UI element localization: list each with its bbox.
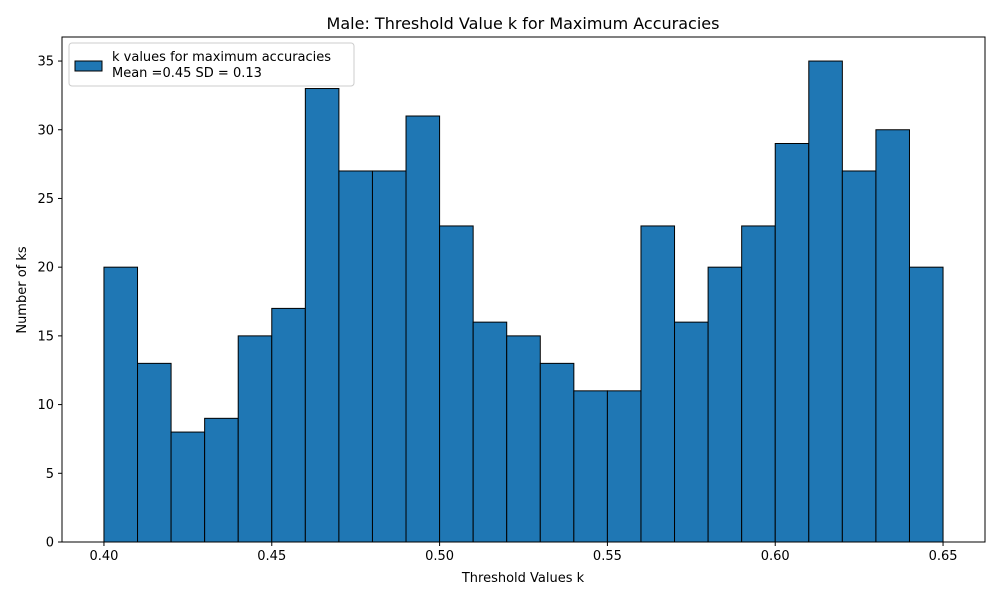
histogram-bar <box>606 390 642 543</box>
histogram-bar <box>573 390 608 543</box>
histogram-bar <box>506 335 541 543</box>
histogram-bar <box>371 170 407 543</box>
y-tick-label: 0 <box>46 536 54 551</box>
histogram-bar <box>774 142 810 543</box>
y-tick-label: 25 <box>37 192 54 207</box>
histogram-bar <box>103 266 139 543</box>
histogram-bar <box>841 170 877 543</box>
x-axis-label: Threshold Values k <box>461 571 585 586</box>
y-axis-ticks: 0 5 10 15 20 25 30 35 <box>37 55 62 551</box>
axes-frame <box>61 36 986 543</box>
histogram-bar <box>137 362 172 543</box>
histogram-bar <box>304 88 340 543</box>
histogram-bar <box>539 362 575 543</box>
y-tick-label: 30 <box>37 123 54 138</box>
legend-label-line2: Mean =0.45 SD = 0.13 <box>112 66 262 81</box>
histogram-bar <box>875 129 910 543</box>
bars-layer <box>103 60 944 543</box>
histogram-bar <box>237 335 273 543</box>
legend: k values for maximum accuracies Mean =0.… <box>68 42 355 87</box>
histogram-bar <box>338 170 373 543</box>
histogram-bar <box>908 266 944 543</box>
chart-title: Male: Threshold Value k for Maximum Accu… <box>327 14 720 33</box>
y-tick-label: 15 <box>37 329 54 344</box>
y-tick-label: 35 <box>37 55 54 70</box>
histogram-bar <box>271 307 306 543</box>
legend-box <box>68 42 355 87</box>
histogram-bar <box>170 431 206 543</box>
x-axis-ticks: 0.40 0.45 0.50 0.55 0.60 0.65 <box>89 542 958 564</box>
histogram-bar <box>741 225 776 543</box>
histogram-bar <box>640 225 676 543</box>
histogram-bar <box>439 225 474 543</box>
y-tick-label: 5 <box>46 467 54 482</box>
histogram-bar <box>405 115 441 543</box>
y-axis-label: Number of ks <box>15 246 30 334</box>
histogram-bar <box>808 60 843 543</box>
x-tick-label: 0.60 <box>761 549 790 564</box>
y-tick-label: 20 <box>37 261 54 276</box>
histogram-bar <box>674 321 709 543</box>
x-tick-label: 0.65 <box>929 549 958 564</box>
legend-label-line1: k values for maximum accuracies <box>112 50 331 65</box>
x-tick-label: 0.45 <box>257 549 286 564</box>
histogram-bar <box>472 321 508 543</box>
x-tick-label: 0.50 <box>425 549 454 564</box>
histogram-bar <box>204 417 239 543</box>
x-tick-label: 0.55 <box>593 549 622 564</box>
y-tick-label: 10 <box>37 398 54 413</box>
histogram-bar <box>707 266 743 543</box>
x-tick-label: 0.40 <box>89 549 118 564</box>
legend-swatch <box>74 60 103 72</box>
